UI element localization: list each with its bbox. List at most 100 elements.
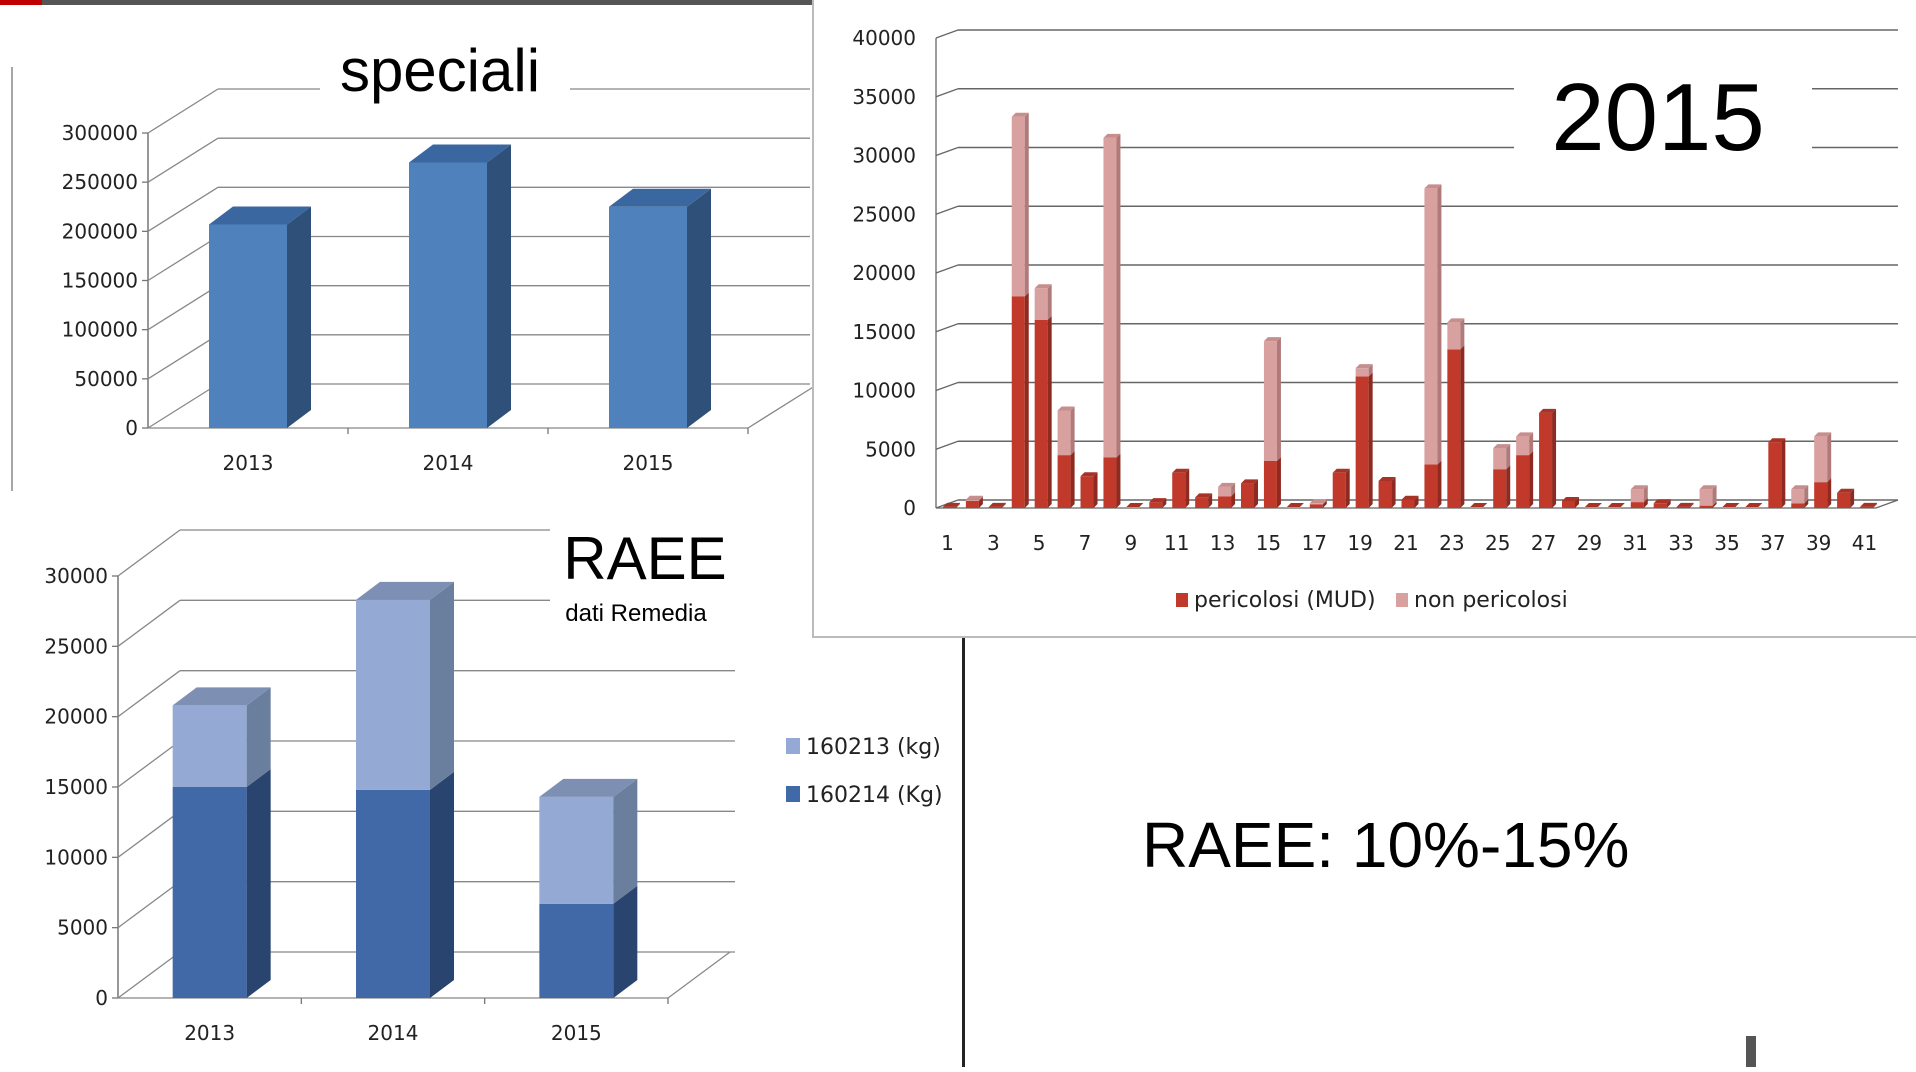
grid-diagonal (117, 529, 181, 577)
bar-side (613, 778, 638, 904)
x-tick-label: 41 (1852, 531, 1877, 555)
bar-side (1276, 337, 1281, 461)
speciali-chart: 0 50000 100000 150000 200000 250000 300000 2013… (11, 35, 819, 491)
x-tick-label: 37 (1760, 531, 1785, 555)
bar-side (1024, 292, 1029, 508)
bar-segment (1355, 368, 1369, 377)
grid-diagonal (117, 599, 181, 647)
bar-segment (1814, 482, 1828, 508)
y-tick-label: 40000 (852, 26, 916, 50)
x-tick-label: 2013 (223, 451, 274, 475)
grid-diagonal (117, 881, 181, 929)
title-backdrop (550, 521, 750, 641)
bar-front (356, 789, 430, 998)
bar-top (1241, 479, 1259, 484)
legend-swatch (1176, 593, 1188, 607)
bar-top (1195, 493, 1213, 498)
x-tick-label: 2014 (423, 451, 474, 475)
bar-segment (1218, 486, 1232, 497)
bar-segment (1791, 489, 1805, 504)
x-tick-label: 31 (1623, 531, 1648, 555)
bar-segment (1630, 502, 1644, 508)
raee-chart-panel: 0 5000 10000 15000 20000 25000 30000 2013 2014 20… (0, 491, 962, 1067)
y-tick-label: 0 (95, 986, 108, 1010)
grid-diagonal (147, 137, 219, 183)
bar-side (1001, 502, 1006, 508)
bar-side (1047, 316, 1052, 508)
legend-label: pericolosi (MUD) (1194, 588, 1376, 613)
bar-top (409, 144, 511, 163)
bar-top (1378, 476, 1396, 481)
y-tick-label: 20000 (44, 705, 108, 729)
title-backdrop (1514, 58, 1812, 178)
bar-side (1666, 499, 1671, 508)
y-tick-label: 30000 (44, 564, 108, 588)
bar-segment (1676, 506, 1690, 508)
bar-side (1070, 406, 1075, 456)
grid-diagonal (147, 186, 219, 232)
x-tick-label: 11 (1164, 531, 1189, 555)
legend-swatch (786, 786, 800, 802)
grid-diagonal (117, 740, 181, 788)
grid-diagonal (935, 88, 959, 98)
bar-side (246, 769, 271, 998)
bar-segment (1447, 322, 1461, 350)
bar-front (409, 162, 487, 428)
bar-segment (988, 506, 1002, 508)
bar-top (1516, 432, 1534, 437)
bar-segment (1263, 341, 1277, 461)
x-tick-label: 2014 (368, 1021, 419, 1045)
bar-segment (965, 499, 979, 501)
bar-segment (1332, 472, 1346, 508)
bar-segment (1493, 448, 1507, 470)
grid-diagonal (935, 440, 959, 450)
bar-side (430, 771, 454, 998)
bar-side (1712, 501, 1717, 508)
legend-swatch (786, 738, 800, 754)
bar-front (209, 224, 287, 428)
bar-side (687, 188, 711, 428)
bar-side (1437, 184, 1442, 465)
bar-side (246, 687, 271, 787)
y-tick-label: 35000 (852, 85, 916, 109)
x-tick-label: 35 (1714, 531, 1739, 555)
x-tick-label: 39 (1806, 531, 1831, 555)
x-tick-label: 21 (1393, 531, 1418, 555)
bar-segment (1539, 412, 1553, 508)
legend-label: 160214 (Kg) (806, 783, 943, 808)
bar-side (1506, 465, 1511, 508)
grid-diagonal (935, 29, 959, 39)
bar-side (430, 581, 454, 790)
bar-top (1332, 468, 1350, 473)
bar-top (1837, 488, 1855, 493)
x-tick-label: 13 (1210, 531, 1235, 555)
y-tick-label: 30000 (852, 144, 916, 168)
bar-top (172, 687, 271, 706)
bar-top (1355, 364, 1373, 369)
logo-fragment (0, 0, 42, 6)
bar-top (1011, 112, 1029, 117)
bar-side (1804, 499, 1809, 508)
bar-top (209, 206, 311, 225)
bar-side (1368, 372, 1373, 508)
y-tick-label: 15000 (852, 320, 916, 344)
x-tick-label: 7 (1079, 531, 1092, 555)
x-tick-label: 9 (1125, 531, 1138, 555)
bar-segment (1653, 503, 1667, 508)
bar-top (1263, 337, 1281, 342)
bar-top (1103, 133, 1121, 138)
bar-segment (1309, 503, 1323, 505)
bar-segment (1011, 296, 1025, 508)
bar-segment (1057, 410, 1071, 456)
bar-top (1539, 408, 1557, 413)
y-tick-label: 0 (903, 496, 916, 520)
grid-diagonal (147, 383, 219, 429)
x-tick-label: 1 (941, 531, 954, 555)
legend-label: non pericolosi (1414, 588, 1568, 613)
chart-subtitle: dati Remedia (565, 600, 707, 627)
bar-top (1745, 503, 1763, 507)
bar-top (1172, 468, 1190, 473)
bar-top (1424, 184, 1442, 189)
legend-swatch (1396, 593, 1408, 607)
x-tick-label: 29 (1577, 531, 1602, 555)
